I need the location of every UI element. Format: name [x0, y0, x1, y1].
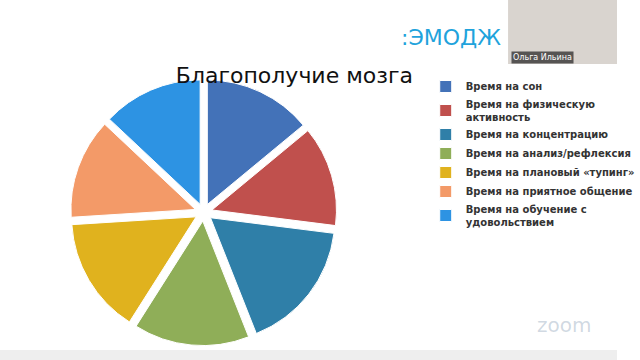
svg-text:Время на физическуюактивность: Время на физическуюактивность [466, 99, 595, 123]
svg-text:Время на плановый «тупинг»: Время на плановый «тупинг» [466, 167, 635, 178]
svg-text:Время на обучение судовольстви: Время на обучение судовольствием [466, 204, 587, 228]
svg-text:Время на концентрацию: Время на концентрацию [466, 129, 609, 140]
svg-text:zoom: zoom [537, 313, 591, 337]
svg-text:Ольга Ильина: Ольга Ильина [513, 53, 572, 62]
svg-text:Время на приятное общение: Время на приятное общение [466, 186, 633, 197]
svg-text:Время на анализ/рефлексия: Время на анализ/рефлексия [466, 148, 631, 159]
svg-text::ЭМОДЖ: :ЭМОДЖ [401, 25, 501, 50]
svg-text:Время на сон: Время на сон [466, 81, 543, 92]
svg-text:Благополучие мозга: Благополучие мозга [176, 63, 413, 88]
